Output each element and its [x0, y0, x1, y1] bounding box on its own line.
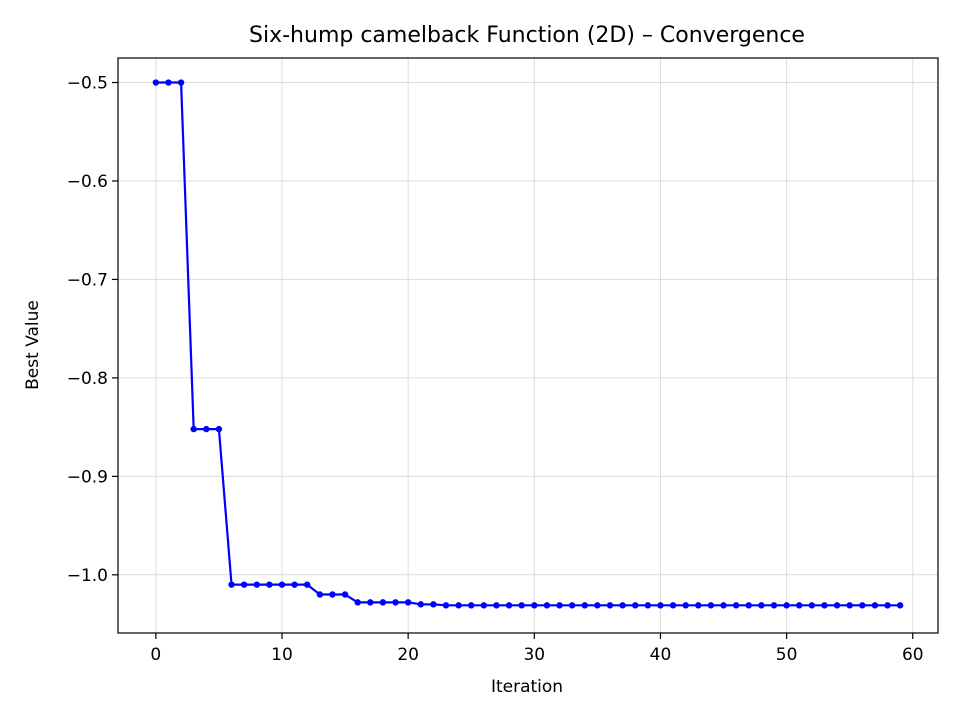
data-point: [455, 602, 462, 609]
data-point: [745, 602, 752, 609]
data-point: [367, 599, 374, 606]
data-point: [152, 79, 160, 86]
data-point: [833, 602, 841, 609]
data-point: [884, 602, 891, 609]
series-layer: [152, 79, 904, 609]
data-point: [253, 581, 260, 588]
data-point: [291, 581, 298, 588]
data-point: [846, 602, 853, 609]
data-point: [896, 602, 904, 609]
data-point: [796, 602, 803, 609]
data-point: [430, 601, 437, 608]
data-point: [808, 602, 816, 609]
x-tick-label: 50: [776, 645, 798, 665]
data-point: [594, 602, 601, 609]
x-tick-label: 10: [271, 645, 293, 665]
data-point: [682, 602, 689, 609]
y-axis-label: Best Value: [23, 300, 43, 390]
data-point: [316, 591, 324, 598]
data-point: [190, 425, 197, 433]
data-point: [632, 602, 639, 609]
y-tick-label: −1.0: [67, 566, 108, 586]
x-tick-label: 30: [523, 645, 545, 665]
data-point: [354, 599, 361, 606]
series-line: [155, 81, 901, 607]
data-point: [240, 581, 248, 588]
data-point: [518, 602, 525, 609]
data-point: [442, 602, 450, 609]
data-point: [606, 602, 614, 609]
data-point: [581, 602, 588, 609]
data-point: [505, 602, 513, 609]
data-point: [707, 602, 715, 609]
data-point: [329, 591, 336, 598]
data-point: [228, 581, 235, 588]
data-point: [556, 602, 563, 609]
data-point: [543, 602, 551, 609]
data-point: [695, 602, 702, 609]
data-point: [493, 602, 500, 609]
chart-title: Six-hump camelback Function (2D) – Conve…: [249, 23, 805, 48]
data-point: [203, 425, 210, 433]
x-axis-label: Iteration: [491, 677, 563, 697]
data-point: [480, 602, 488, 609]
ticks: 0 10 20 30 40 50 60 −0.5 −0.6 −0.7 −0.8 −0.9 −1.0: [67, 74, 924, 665]
data-point: [468, 602, 475, 609]
data-point: [417, 601, 424, 608]
x-tick-label: 20: [397, 645, 419, 665]
data-point: [304, 581, 311, 588]
data-point: [821, 602, 828, 609]
data-point: [568, 602, 576, 609]
data-point: [404, 599, 412, 606]
y-tick-label: −0.8: [67, 369, 108, 389]
data-point: [379, 599, 387, 606]
data-point: [392, 599, 399, 606]
data-point: [758, 602, 765, 609]
data-point: [278, 581, 286, 588]
data-point: [266, 581, 273, 588]
data-point: [619, 602, 626, 609]
data-point: [770, 602, 778, 609]
x-tick-label: 60: [902, 645, 924, 665]
data-point: [644, 602, 652, 609]
data-point: [720, 602, 727, 609]
y-tick-label: −0.6: [67, 172, 108, 192]
data-point: [177, 79, 185, 86]
x-tick-label: 0: [150, 645, 161, 665]
y-tick-label: −0.5: [67, 74, 108, 94]
data-point: [531, 602, 538, 609]
x-tick-label: 40: [650, 645, 672, 665]
data-point: [669, 602, 677, 609]
data-point: [657, 602, 664, 609]
data-point: [341, 591, 349, 598]
y-tick-label: −0.9: [67, 467, 108, 487]
data-point: [871, 602, 879, 609]
grid: [118, 58, 938, 633]
data-point: [732, 602, 740, 609]
data-point: [215, 425, 223, 433]
data-point: [859, 602, 866, 609]
data-point: [165, 79, 172, 86]
data-point: [783, 602, 790, 609]
plot-frame: [117, 57, 939, 634]
y-tick-label: −0.7: [67, 270, 108, 290]
